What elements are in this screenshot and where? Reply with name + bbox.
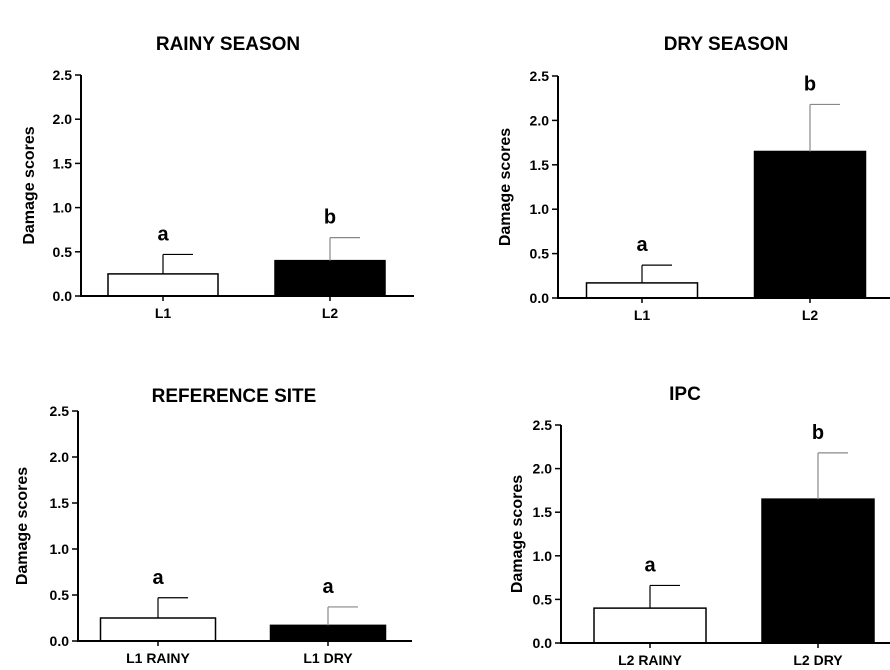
- chart-3-y-tick-label-4: 2.0: [50, 449, 70, 465]
- chart-3-significance-2: a: [322, 576, 334, 598]
- chart-3-significance-1: a: [152, 567, 164, 589]
- chart-1-y-tick-label-4: 2.0: [53, 111, 73, 127]
- chart-1-significance-2: b: [324, 207, 336, 229]
- chart-4-y-axis-label: Damage scores: [509, 475, 526, 593]
- chart-4-y-tick-label-5: 2.5: [533, 417, 553, 433]
- chart-1-y-axis-label: Damage scores: [21, 126, 38, 244]
- chart-3-y-axis-label: Damage scores: [14, 467, 31, 585]
- chart-2-x-tick-label-1: L1: [634, 307, 651, 323]
- chart-1-bar-1: [107, 273, 219, 297]
- chart-1-y-tick-label-3: 1.5: [53, 155, 73, 171]
- chart-4-title: IPC: [669, 384, 701, 405]
- chart-1-y-tick-label-1: 0.5: [53, 244, 73, 260]
- chart-1: RAINY SEASON Damage scores a L1 b L2 0.0 0.5 1.0…: [21, 34, 414, 321]
- chart-2-bar-2: [753, 150, 867, 299]
- chart-1-y-tick-label-5: 2.5: [53, 67, 73, 83]
- chart-3-title: REFERENCE SITE: [152, 386, 317, 407]
- chart-4-y-tick-label-4: 2.0: [533, 461, 553, 477]
- chart-4-y-tick-label-1: 0.5: [533, 591, 553, 607]
- chart-4-y-tick-label-0: 0.0: [533, 635, 553, 651]
- chart-1-y-tick-label-2: 1.0: [53, 200, 73, 216]
- chart-3-x-tick-label-1: L1 RAINY: [126, 650, 190, 666]
- chart-4: IPC Damage scores a L2 RAINY b L2 DRY 0.0 0.5 1.…: [509, 384, 890, 668]
- chart-3-y-tick-label-1: 0.5: [50, 587, 70, 603]
- chart-1-title: RAINY SEASON: [156, 34, 300, 55]
- chart-3-y-tick-label-0: 0.0: [50, 633, 70, 649]
- chart-2-bar-1: [585, 282, 699, 299]
- chart-2-title: DRY SEASON: [664, 34, 789, 55]
- chart-2-y-tick-label-3: 1.5: [530, 157, 550, 173]
- chart-2-y-axis-label: Damage scores: [497, 128, 514, 246]
- chart-3-bar-2: [269, 624, 387, 642]
- chart-3-y-tick-label-5: 2.5: [50, 403, 70, 419]
- chart-3-y-tick-label-2: 1.0: [50, 541, 70, 557]
- chart-3-y-tick-label-3: 1.5: [50, 495, 70, 511]
- chart-4-significance-1: a: [644, 554, 656, 576]
- chart-2-y-tick-label-1: 0.5: [530, 246, 550, 262]
- chart-1-y-tick-label-0: 0.0: [53, 288, 73, 304]
- chart-3: REFERENCE SITE Damage scores a L1 RAINY a L1 …: [14, 386, 412, 666]
- chart-4-bar-2: [761, 498, 875, 644]
- chart-1-significance-1: a: [157, 223, 169, 245]
- chart-3-x-tick-label-2: L1 DRY: [303, 650, 353, 666]
- chart-2-significance-1: a: [636, 234, 648, 256]
- chart-2-significance-2: b: [804, 73, 816, 95]
- chart-2-x-tick-label-2: L2: [802, 307, 819, 323]
- chart-4-x-tick-label-2: L2 DRY: [793, 652, 843, 668]
- chart-1-x-tick-label-2: L2: [322, 305, 339, 321]
- chart-4-significance-2: b: [812, 422, 824, 444]
- chart-2-y-tick-label-4: 2.0: [530, 112, 550, 128]
- chart-4-x-tick-label-1: L2 RAINY: [618, 652, 682, 668]
- chart-2-y-tick-label-5: 2.5: [530, 68, 550, 84]
- chart-1-bar-2: [274, 259, 386, 297]
- chart-2-y-tick-label-2: 1.0: [530, 201, 550, 217]
- chart-4-y-tick-label-3: 1.5: [533, 504, 553, 520]
- chart-3-bar-1: [99, 617, 217, 642]
- chart-4-y-tick-label-2: 1.0: [533, 548, 553, 564]
- chart-4-bar-1: [593, 607, 707, 644]
- chart-2: DRY SEASON Damage scores a L1 b L2 0.0 0.5 1.0 1.…: [497, 34, 890, 323]
- chart-2-y-tick-label-0: 0.0: [530, 290, 550, 306]
- chart-1-x-tick-label-1: L1: [155, 305, 172, 321]
